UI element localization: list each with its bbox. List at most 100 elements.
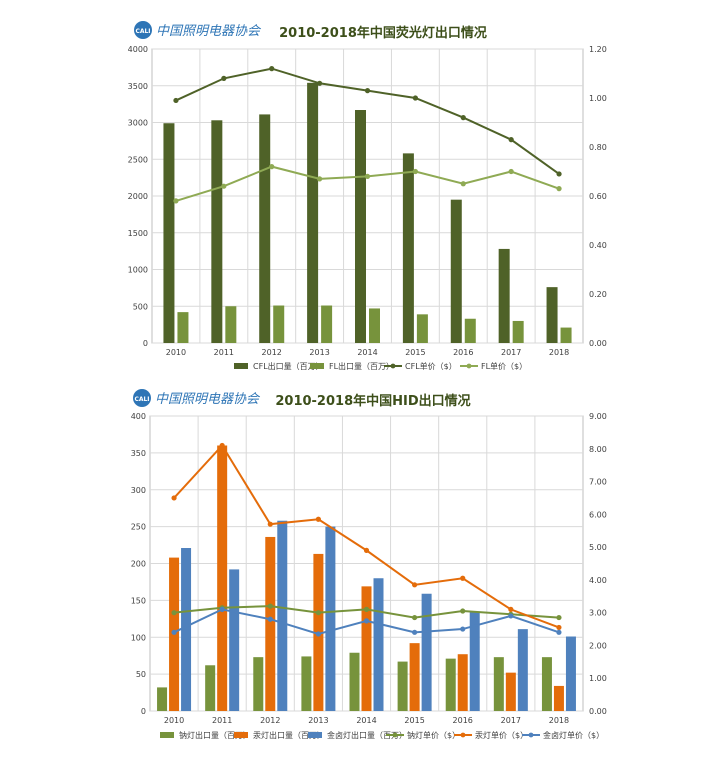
bar-hpsl-volume-2018 (541, 657, 552, 711)
point-fl-price-2017 (508, 168, 514, 175)
point-cfl-price-2016 (460, 115, 466, 121)
y-left-tick-label: 350 (131, 449, 146, 458)
bar-mercury-volume-2016 (457, 654, 468, 711)
logo-text: 中国照明电器协会 (156, 24, 262, 39)
y-left-tick-label: 2000 (128, 192, 148, 201)
bar-hpsl-volume-2015 (397, 661, 408, 711)
point-mercury-price-2011 (219, 442, 225, 449)
bar-mh-volume-2013 (325, 526, 336, 711)
bar-hpsl-volume-2013 (301, 656, 312, 711)
bar-mercury-volume-2012 (265, 536, 276, 711)
logo-text: 中国照明电器协会 (155, 392, 261, 407)
y-right-tick-label: 0.40 (589, 241, 607, 250)
point-fl-price-2011 (221, 183, 227, 189)
bar-cfl-volume-2017 (498, 248, 510, 343)
y-left-tick-label: 4000 (128, 45, 148, 54)
y-left-tick-label: 500 (133, 302, 148, 311)
x-tick-label: 2016 (453, 716, 473, 725)
bar-mh-volume-2012 (277, 520, 288, 711)
legend-label: FL单价（$） (481, 361, 527, 370)
y-right-tick-label: 1.00 (589, 674, 607, 683)
point-cfl-price-2015 (412, 95, 418, 101)
x-tick-label: 2014 (356, 716, 376, 725)
y-left-tick-label: 50 (136, 670, 146, 679)
bar-mh-volume-2018 (565, 636, 576, 711)
point-cfl-price-2011 (221, 75, 227, 81)
legend-label: 汞灯单价（$） (475, 730, 528, 740)
y-left-tick-label: 1000 (128, 266, 148, 275)
point-mh-price-2013 (315, 631, 321, 637)
bar-fl-volume-2015 (416, 314, 428, 343)
legend-swatch (308, 732, 322, 738)
point-hpsl-price-2012 (267, 603, 273, 609)
y-left-tick-label: 3000 (128, 119, 148, 128)
point-mercury-price-2014 (363, 547, 370, 553)
bar-fl-volume-2017 (512, 320, 524, 343)
y-left-tick-label: 0 (141, 707, 146, 716)
y-right-tick-label: 4.00 (589, 576, 607, 585)
x-tick-label: 2015 (405, 348, 425, 357)
logo-mark: CALI (135, 28, 150, 35)
y-right-tick-label: 1.00 (589, 94, 607, 103)
y-left-tick-label: 200 (131, 560, 146, 569)
point-mercury-price-2013 (315, 516, 321, 522)
logo-mark: CALI (134, 396, 149, 403)
bar-mh-volume-2015 (421, 593, 432, 711)
point-mercury-price-2010 (171, 495, 177, 501)
point-cfl-price-2014 (364, 88, 371, 94)
bar-cfl-volume-2014 (355, 110, 366, 343)
bar-fl-volume-2016 (464, 318, 476, 343)
bar-cfl-volume-2015 (402, 153, 414, 343)
chart-title: 2010-2018年中国荧光灯出口情况 (279, 25, 487, 41)
legend-swatch (160, 732, 174, 738)
point-hpsl-price-2010 (171, 610, 177, 616)
point-hpsl-price-2014 (363, 606, 370, 612)
point-fl-price-2013 (317, 176, 323, 182)
legend-marker (528, 732, 534, 738)
bar-mercury-volume-2017 (505, 672, 516, 711)
legend-label: 汞灯出口量（百万） (253, 730, 325, 740)
bar-fl-volume-2011 (225, 306, 237, 343)
legend-item-fl-price: FL单价（$） (460, 361, 527, 370)
bar-mercury-volume-2018 (553, 685, 564, 711)
y-right-tick-label: 8.00 (589, 445, 607, 454)
legend-label: FL出口量（百万） (329, 361, 394, 370)
y-left-tick-label: 150 (131, 596, 146, 605)
bar-cfl-volume-2018 (546, 287, 558, 343)
y-left-tick-label: 3500 (128, 82, 148, 91)
chart-1-svg: CALI 中国照明电器协会 2010-2018年中国荧光灯出口情况 0 500 1000 1… (128, 21, 607, 370)
legend-marker (460, 732, 466, 738)
hid-export-chart: CALI 中国照明电器协会 2010-2018年中国HID出口情况 0 50 100 150… (0, 372, 707, 758)
point-mercury-price-2017 (508, 606, 514, 612)
legend-label: 金卤灯单价（$） (543, 730, 604, 740)
bar-mh-volume-2017 (517, 629, 528, 711)
point-hpsl-price-2018 (556, 614, 562, 621)
point-mh-price-2014 (363, 618, 370, 624)
point-fl-price-2010 (173, 198, 179, 204)
x-tick-label: 2017 (501, 716, 521, 725)
x-tick-label: 2010 (166, 348, 186, 357)
legend-marker (466, 363, 472, 369)
cfl-fl-export-chart: CALI 中国照明电器协会 2010-2018年中国荧光灯出口情况 0 500 1000 1… (0, 0, 707, 370)
y-right-tick-label: 5.00 (589, 543, 607, 552)
point-cfl-price-2013 (317, 80, 323, 86)
legend-label: CFL单价（$） (405, 361, 457, 370)
point-hpsl-price-2015 (412, 614, 418, 621)
bar-cfl-volume-2016 (450, 199, 462, 343)
logo: CALI 中国照明电器协会 (133, 389, 261, 407)
bar-mercury-volume-2011 (217, 445, 228, 711)
bar-fl-volume-2012 (273, 305, 285, 343)
bar-fl-volume-2014 (369, 308, 380, 343)
point-hpsl-price-2013 (315, 610, 321, 616)
legend-swatch (234, 732, 248, 738)
bar-hpsl-volume-2012 (253, 657, 264, 711)
legend-swatch (310, 363, 324, 369)
y-left-tick-label: 2500 (128, 155, 148, 164)
legend-item-mercury-volume: 汞灯出口量（百万） (234, 730, 325, 740)
bar-mh-volume-2010 (181, 548, 192, 711)
y-right-tick-label: 0.60 (589, 192, 607, 201)
point-mh-price-2015 (412, 629, 418, 635)
y-right-tick-label: 0.00 (589, 707, 607, 716)
y-left-tick-label: 300 (131, 486, 146, 495)
point-mh-price-2016 (460, 626, 466, 632)
